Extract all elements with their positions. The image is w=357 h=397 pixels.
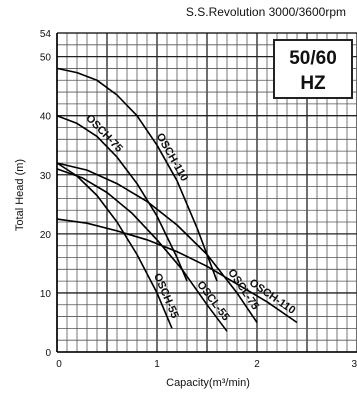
y-tick-label: 0 bbox=[45, 348, 51, 359]
grid bbox=[56, 32, 357, 353]
x-tick-label: 3 bbox=[351, 359, 357, 370]
badge-line1: 50/60 bbox=[289, 48, 337, 69]
y-tick-label: 30 bbox=[40, 171, 52, 182]
x-tick-label: 0 bbox=[56, 359, 62, 370]
series-line bbox=[56, 218, 298, 324]
y-tick-label: 40 bbox=[40, 112, 52, 123]
y-axis-title: Total Head (m) bbox=[14, 159, 26, 231]
frequency-badge: 50/60 HZ bbox=[273, 39, 353, 99]
series-line bbox=[56, 168, 228, 332]
axes bbox=[56, 32, 357, 353]
badge-line2: HZ bbox=[300, 73, 326, 94]
x-axis-title: Capacity(m³/min) bbox=[166, 377, 250, 389]
y-tick-label: 54 bbox=[40, 29, 52, 40]
curve-label: OSCH-75 bbox=[83, 112, 125, 155]
x-tick-label: 1 bbox=[154, 359, 160, 370]
badge-frame bbox=[273, 39, 353, 99]
series-line bbox=[56, 162, 258, 323]
y-tick-label: 10 bbox=[40, 289, 52, 300]
x-tick-label: 2 bbox=[254, 359, 260, 370]
y-tick-label: 50 bbox=[40, 53, 52, 64]
tick-labels: 0 10 20 30 40 50 54 0 1 2 3 bbox=[40, 29, 357, 370]
series-line bbox=[56, 67, 218, 282]
y-tick-label: 20 bbox=[40, 230, 52, 241]
series-lines bbox=[56, 67, 298, 332]
chart-subtitle: S.S.Revolution 3000/3600rpm bbox=[186, 5, 346, 19]
